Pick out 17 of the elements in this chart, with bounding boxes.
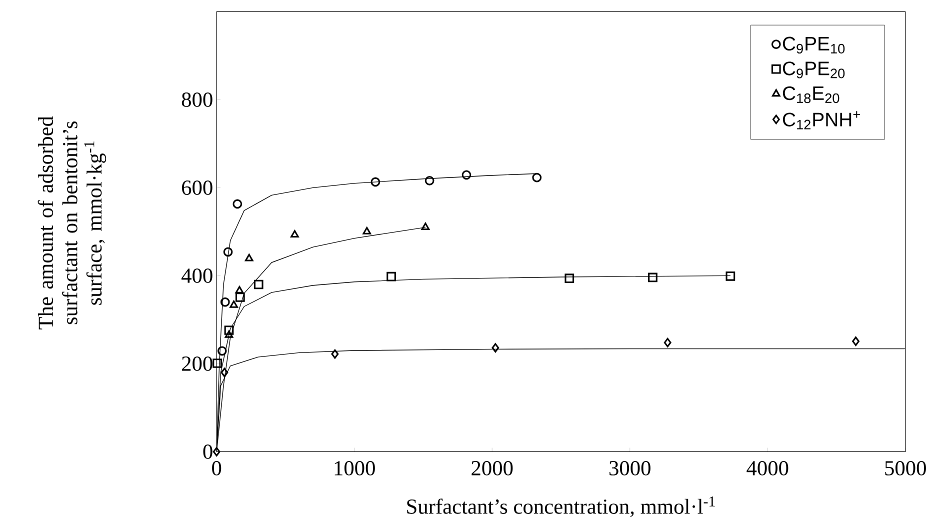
legend-label: C$_{18}$E$_{20}$ xyxy=(782,86,840,104)
x-tick-label: 1000 xyxy=(334,461,375,476)
x-tick-label: 4000 xyxy=(746,461,788,476)
y-tick-label: 200 xyxy=(182,356,212,371)
x-tick-label: 0 xyxy=(212,461,222,476)
y-tick-label: 800 xyxy=(182,92,212,107)
legend-label: C$_{9}$PE$_{20}$ xyxy=(782,62,845,78)
x-tick-label: 5000 xyxy=(885,461,926,476)
y-tick-label: 600 xyxy=(182,180,212,195)
y-axis-title: The amount of adsorbed surfactant on bentonit’s surface, mmol·kg$^{-1}$ xyxy=(38,116,106,330)
x-tick-label: 2000 xyxy=(472,461,513,476)
y-tick-label: 0 xyxy=(203,444,212,459)
x-axis-title: Surfactant’s concentration, mmol·l$^{-1}$ xyxy=(407,496,715,517)
legend-label: C$_{9}$PE$_{10}$ xyxy=(782,36,845,54)
legend-label: C$_{12}$PNH$^{+}$ xyxy=(782,111,860,130)
y-tick-label: 400 xyxy=(182,268,212,283)
x-tick-label: 3000 xyxy=(610,461,650,476)
